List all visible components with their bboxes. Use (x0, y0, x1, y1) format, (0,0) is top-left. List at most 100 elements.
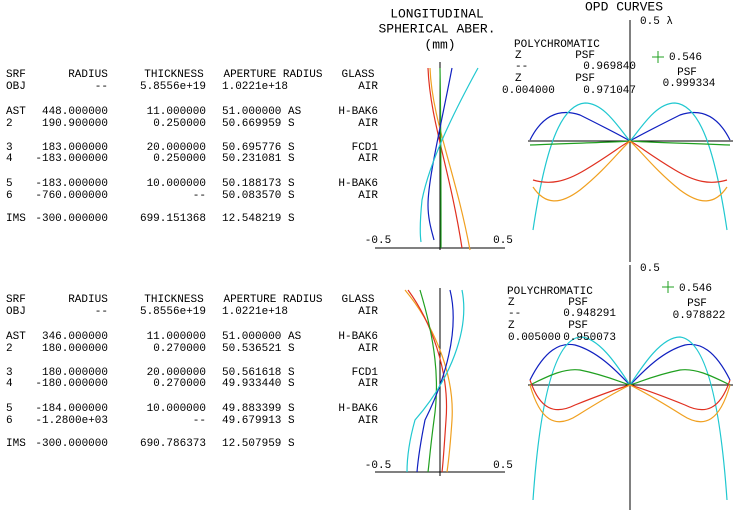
axis-label: -0.5 (365, 235, 391, 247)
table-cell: 5 (6, 178, 13, 190)
legend-psf: 0.999334 (663, 78, 716, 90)
table-cell: -184.000000 (35, 403, 108, 415)
table-cell: 20.000000 (147, 367, 206, 379)
legend-psf: 0.978822 (673, 310, 726, 322)
legend-label: PSF (677, 67, 697, 79)
table-cell: -183.000000 (35, 153, 108, 165)
column-header: APERTURE RADIUS (223, 294, 322, 306)
table-cell: 0.250000 (153, 153, 206, 165)
table-cell: 50.669959 S (222, 118, 295, 130)
lsa-plot (375, 288, 505, 476)
table-cell: AIR (358, 343, 378, 355)
table-cell: 180.000000 (42, 367, 108, 379)
table-cell: 12.548219 S (222, 213, 295, 225)
table-cell: 50.695776 S (222, 142, 295, 154)
table-cell: 180.000000 (42, 343, 108, 355)
table-cell: -1.2800e+03 (35, 415, 108, 427)
table-cell: 346.000000 (42, 331, 108, 343)
column-header: RADIUS (68, 69, 108, 81)
table-cell: -300.000000 (35, 213, 108, 225)
column-header: GLASS (341, 69, 374, 81)
table-cell: -- (193, 190, 206, 202)
table-cell: AIR (358, 415, 378, 427)
opd-value: -- (515, 61, 528, 73)
table-cell: -- (95, 306, 108, 318)
table-cell: 5.8556e+19 (140, 81, 206, 93)
opd-value: 0.005000 (508, 332, 561, 344)
opd-value: 0.971047 (583, 85, 636, 97)
table-cell: 50.231081 S (222, 153, 295, 165)
opd-mode: POLYCHROMATIC (507, 286, 593, 298)
table-cell: 20.000000 (147, 142, 206, 154)
table-cell: OBJ (6, 81, 26, 93)
table-cell: AST (6, 106, 26, 118)
opd-label: Z (515, 50, 522, 62)
opd-value: 0.950073 (563, 332, 616, 344)
table-cell: AIR (358, 153, 378, 165)
table-cell: 10.000000 (147, 178, 206, 190)
column-header: RADIUS (68, 294, 108, 306)
table-cell: AIR (358, 81, 378, 93)
table-cell: AST (6, 331, 26, 343)
table-cell: 11.000000 (147, 331, 206, 343)
axis-label: -0.5 (365, 460, 391, 472)
table-cell: 50.083570 S (222, 190, 295, 202)
axis-label: 0.5 (493, 460, 513, 472)
opd-plot (528, 20, 733, 262)
table-cell: 49.933440 S (222, 378, 295, 390)
lsa-title: LONGITUDINAL (390, 6, 484, 21)
opd-title: OPD CURVES (585, 0, 663, 14)
opd-mode: POLYCHROMATIC (514, 39, 600, 51)
opd-label: Z (508, 297, 515, 309)
table-cell: 10.000000 (147, 403, 206, 415)
legend-label: PSF (687, 298, 707, 310)
table-cell: FCD1 (352, 367, 379, 379)
table-cell: 50.561618 S (222, 367, 295, 379)
table-cell: -300.000000 (35, 438, 108, 450)
table-cell: 49.679913 S (222, 415, 295, 427)
opd-label: Z (508, 320, 515, 332)
table-cell: IMS (6, 438, 26, 450)
lsa-title: (mm) (424, 37, 455, 52)
table-cell: 0.270000 (153, 343, 206, 355)
column-header: APERTURE RADIUS (223, 69, 322, 81)
table-cell: -760.000000 (35, 190, 108, 202)
opd-label: PSF (575, 73, 595, 85)
table-cell: 183.000000 (42, 142, 108, 154)
opd-label: PSF (575, 50, 595, 62)
opd-plot (528, 265, 733, 510)
table-cell: 5.8556e+19 (140, 306, 206, 318)
table-cell: AIR (358, 306, 378, 318)
table-cell: 5 (6, 403, 13, 415)
opd-value: -- (508, 308, 521, 320)
table-cell: 3 (6, 367, 13, 379)
table-cell: 2 (6, 343, 13, 355)
table-cell: 4 (6, 153, 13, 165)
table-cell: 11.000000 (147, 106, 206, 118)
column-header: SRF (6, 294, 26, 306)
column-header: THICKNESS (144, 69, 204, 81)
lsa-title: SPHERICAL ABER. (378, 21, 495, 36)
opd-value: 0.004000 (502, 85, 555, 97)
table-cell: -- (95, 81, 108, 93)
table-cell: OBJ (6, 306, 26, 318)
table-cell: 0.270000 (153, 378, 206, 390)
table-cell: H-BAK6 (338, 403, 378, 415)
table-cell: -180.000000 (35, 378, 108, 390)
opd-scale: 0.5 (640, 263, 660, 275)
column-header: SRF (6, 69, 26, 81)
table-cell: 1.0221e+18 (222, 306, 288, 318)
table-cell: 50.188173 S (222, 178, 295, 190)
table-cell: 1.0221e+18 (222, 81, 288, 93)
table-cell: 690.786373 (140, 438, 206, 450)
column-header: GLASS (341, 294, 374, 306)
table-cell: AIR (358, 190, 378, 202)
table-cell: 51.000000 AS (222, 106, 302, 118)
table-cell: FCD1 (352, 142, 379, 154)
column-header: THICKNESS (144, 294, 204, 306)
table-cell: 4 (6, 378, 13, 390)
table-cell: 190.900000 (42, 118, 108, 130)
table-cell: 448.000000 (42, 106, 108, 118)
table-cell: 699.151368 (140, 213, 206, 225)
